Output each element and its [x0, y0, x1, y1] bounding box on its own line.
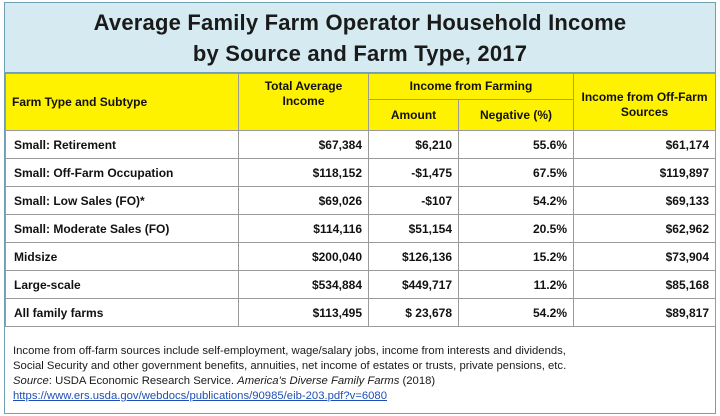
- cell-offfarm-income: $89,817: [573, 298, 716, 327]
- cell-negative-percent: 54.2%: [458, 298, 574, 327]
- cell-total-income: $114,116: [238, 214, 369, 243]
- cell-offfarm-income: $85,168: [573, 270, 716, 299]
- income-table: Farm Type and Subtype Total Average Inco…: [5, 73, 716, 327]
- source-link[interactable]: https://www.ers.usda.gov/webdocs/publica…: [13, 390, 387, 402]
- source-text: : USDA Economic Research Service.: [48, 375, 238, 387]
- title-banner: Average Family Farm Operator Household I…: [5, 3, 715, 73]
- source-title: America's Diverse Family Farms: [237, 375, 400, 387]
- cell-farm-amount: $449,717: [368, 270, 459, 299]
- cell-total-income: $534,884: [238, 270, 369, 299]
- cell-farm-amount: -$1,475: [368, 158, 459, 187]
- cell-total-income: $200,040: [238, 242, 369, 271]
- table-row: Small: Retirement $67,384 $6,210 55.6% $…: [5, 130, 716, 159]
- cell-negative-percent: 54.2%: [458, 186, 574, 215]
- cell-farm-type: Small: Low Sales (FO)*: [5, 186, 239, 215]
- cell-total-income: $69,026: [238, 186, 369, 215]
- cell-farm-amount: $ 23,678: [368, 298, 459, 327]
- cell-farm-type: Small: Retirement: [5, 130, 239, 159]
- cell-farm-type: Small: Moderate Sales (FO): [5, 214, 239, 243]
- infographic-frame: Average Family Farm Operator Household I…: [4, 2, 716, 414]
- cell-negative-percent: 11.2%: [458, 270, 574, 299]
- header-negative-percent: Negative (%): [458, 99, 574, 131]
- table-row: Midsize $200,040 $126,136 15.2% $73,904: [5, 242, 716, 271]
- footnote-block: Income from off-farm sources include sel…: [5, 340, 715, 404]
- cell-negative-percent: 15.2%: [458, 242, 574, 271]
- cell-farm-amount: $126,136: [368, 242, 459, 271]
- cell-total-income: $67,384: [238, 130, 369, 159]
- table-row: Small: Moderate Sales (FO) $114,116 $51,…: [5, 214, 716, 243]
- title-line-2: by Source and Farm Type, 2017: [192, 41, 528, 66]
- cell-negative-percent: 20.5%: [458, 214, 574, 243]
- table-row: Large-scale $534,884 $449,717 11.2% $85,…: [5, 270, 716, 299]
- table-row: Small: Low Sales (FO)* $69,026 -$107 54.…: [5, 186, 716, 215]
- cell-offfarm-income: $62,962: [573, 214, 716, 243]
- footnote-line-2: Social Security and other government ben…: [13, 360, 567, 372]
- source-citation: Source: USDA Economic Research Service. …: [13, 374, 707, 389]
- header-farm-type: Farm Type and Subtype: [5, 73, 239, 131]
- table-row: Small: Off-Farm Occupation $118,152 -$1,…: [5, 158, 716, 187]
- header-amount: Amount: [368, 99, 459, 131]
- header-income-from-farming: Income from Farming: [368, 73, 574, 100]
- source-label: Source: [13, 375, 49, 387]
- cell-total-income: $118,152: [238, 158, 369, 187]
- header-row-top: Farm Type and Subtype Total Average Inco…: [5, 73, 716, 131]
- table-row: All family farms $113,495 $ 23,678 54.2%…: [5, 298, 716, 327]
- header-row-bottom: Amount Negative (%): [6, 99, 716, 131]
- source-year: (2018): [399, 375, 436, 387]
- cell-farm-type: All family farms: [5, 298, 239, 327]
- header-offfarm-income: Income from Off-Farm Sources: [573, 73, 716, 131]
- header-total-income: Total Average Income: [238, 73, 369, 131]
- cell-total-income: $113,495: [238, 298, 369, 327]
- cell-offfarm-income: $61,174: [573, 130, 716, 159]
- cell-farm-type: Small: Off-Farm Occupation: [5, 158, 239, 187]
- cell-offfarm-income: $73,904: [573, 242, 716, 271]
- cell-offfarm-income: $69,133: [573, 186, 716, 215]
- title-line-1: Average Family Farm Operator Household I…: [93, 10, 627, 35]
- cell-farm-amount: $51,154: [368, 214, 459, 243]
- footnote-line-1: Income from off-farm sources include sel…: [13, 345, 566, 357]
- cell-farm-amount: $6,210: [368, 130, 459, 159]
- cell-negative-percent: 67.5%: [458, 158, 574, 187]
- cell-farm-amount: -$107: [368, 186, 459, 215]
- cell-farm-type: Large-scale: [5, 270, 239, 299]
- cell-offfarm-income: $119,897: [573, 158, 716, 187]
- cell-farm-type: Midsize: [5, 242, 239, 271]
- cell-negative-percent: 55.6%: [458, 130, 574, 159]
